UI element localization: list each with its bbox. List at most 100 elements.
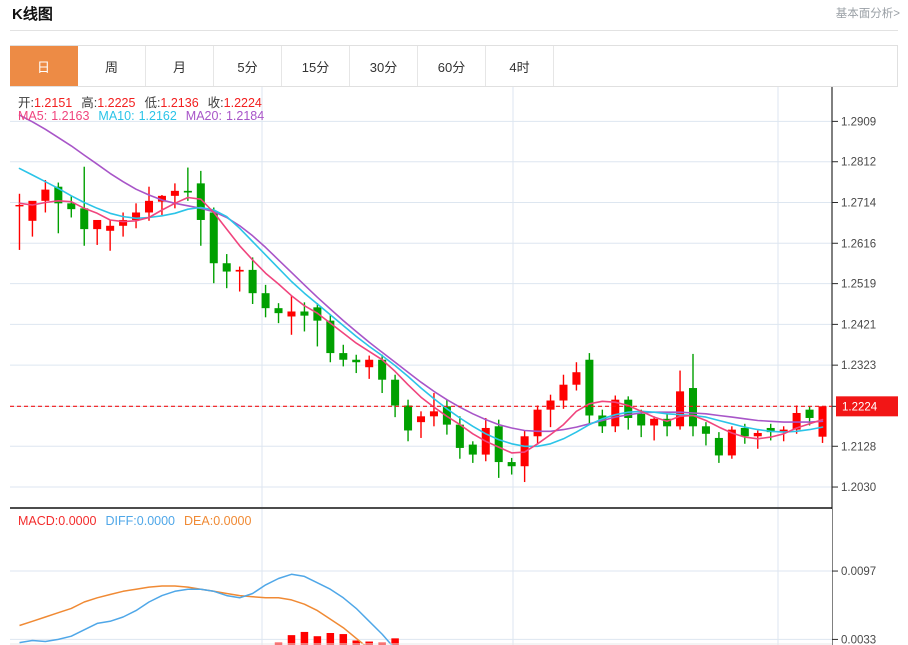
- price-panel-bg: [10, 87, 832, 508]
- candle-body: [455, 424, 464, 448]
- kline-chart-svg[interactable]: 1.2909 1.2812 1.2714 1.2616 1.2519 1.2421 1.23…: [10, 87, 898, 645]
- dea-value: 0.0000: [213, 514, 252, 528]
- candle-body: [144, 200, 154, 213]
- close-value: 1.2224: [223, 96, 262, 110]
- candle: [352, 354, 361, 374]
- candle: [41, 180, 50, 213]
- candle: [106, 219, 115, 251]
- tab-label: 月: [172, 59, 186, 75]
- tab-7[interactable]: 4时: [486, 46, 554, 86]
- candle: [507, 457, 516, 475]
- candle: [585, 353, 594, 425]
- dea-label: DEA:: [184, 514, 214, 528]
- ma10-label: MA10:: [98, 109, 135, 123]
- candle: [365, 355, 374, 379]
- ma5-value: 1.2163: [51, 109, 90, 123]
- candle-body: [54, 186, 63, 204]
- high-value: 1.2225: [97, 96, 136, 110]
- candle: [339, 344, 348, 367]
- current-price-tag: [836, 396, 898, 417]
- tab-label: 60分: [437, 59, 466, 75]
- candle-body: [183, 190, 192, 193]
- macd-histogram-bar: [287, 635, 296, 645]
- candle-body: [805, 409, 814, 418]
- candle: [663, 413, 672, 437]
- candle-body: [779, 429, 788, 433]
- tab-0[interactable]: 日: [10, 46, 78, 86]
- candle-body: [546, 400, 555, 410]
- candle-body: [404, 405, 413, 431]
- candle: [468, 441, 477, 463]
- tab-1[interactable]: 周: [78, 46, 146, 86]
- ma5-label: MA5:: [18, 109, 48, 123]
- candle: [378, 354, 387, 394]
- candle-body: [727, 429, 736, 456]
- price-tick-label: 1.2030: [841, 482, 876, 494]
- price-tick-label: 1.2909: [841, 116, 876, 128]
- candle-body: [650, 418, 659, 426]
- candle-body: [300, 311, 309, 316]
- candle-body: [378, 359, 387, 380]
- macd-tick-label: 0.0097: [841, 566, 876, 578]
- macd-diff-line: [19, 573, 393, 645]
- candle: [300, 302, 309, 332]
- candle: [235, 266, 244, 292]
- candle: [404, 399, 413, 442]
- macd-histogram-bar: [391, 638, 399, 645]
- tab-2[interactable]: 月: [146, 46, 214, 86]
- price-tick-label: 1.2323: [841, 360, 876, 372]
- candle: [287, 295, 296, 335]
- candle: [28, 200, 37, 237]
- candle-body: [753, 432, 762, 437]
- candle: [559, 374, 568, 409]
- candle-body: [41, 189, 50, 201]
- candle-body: [714, 437, 723, 456]
- fundamental-analysis-link[interactable]: 基本面分析>: [835, 8, 900, 20]
- tab-label: 周: [104, 59, 118, 75]
- price-tick-label: 1.2616: [841, 238, 876, 250]
- candle-body: [429, 411, 438, 417]
- macd-histogram-bar: [365, 641, 373, 645]
- candle: [93, 219, 102, 245]
- candle: [248, 257, 257, 304]
- candle: [261, 284, 270, 318]
- macd-histogram-bar: [313, 636, 322, 645]
- candle-body: [611, 399, 620, 427]
- price-tick-label: 1.2421: [841, 319, 876, 331]
- candle: [572, 362, 581, 391]
- low-value: 1.2136: [160, 96, 199, 110]
- macd-panel-bg: [10, 509, 832, 645]
- candle: [546, 394, 555, 428]
- open-value: 1.2151: [33, 96, 73, 110]
- tab-6[interactable]: 60分: [418, 46, 486, 86]
- candle-body: [132, 212, 141, 220]
- candle: [274, 303, 283, 324]
- macd-histogram-bar: [352, 640, 360, 645]
- candle-body: [572, 372, 581, 385]
- candle-body: [416, 416, 426, 423]
- candle-body: [624, 399, 633, 418]
- price-tick-label: 1.2812: [841, 157, 876, 169]
- candle-body: [676, 391, 685, 427]
- price-tick-label: 1.2714: [841, 198, 877, 210]
- candle-body: [196, 183, 205, 220]
- candle: [494, 419, 503, 478]
- tab-3[interactable]: 5分: [214, 46, 282, 86]
- candle-body: [157, 195, 166, 202]
- high-label: 高:: [81, 96, 98, 110]
- candle: [753, 430, 762, 449]
- candle: [416, 411, 426, 438]
- candle-body: [533, 409, 542, 437]
- candle: [391, 374, 400, 418]
- tab-5[interactable]: 30分: [350, 46, 418, 86]
- candle: [222, 254, 231, 289]
- page-header: K线图 基本面分析>: [0, 0, 908, 30]
- candle: [676, 370, 685, 430]
- tab-4[interactable]: 15分: [282, 46, 350, 86]
- macd-histogram-bar: [339, 634, 348, 645]
- candle-body: [248, 269, 257, 294]
- candle-body: [740, 427, 749, 437]
- candle: [455, 416, 464, 459]
- candle-body: [209, 212, 218, 264]
- candle-body: [701, 426, 710, 434]
